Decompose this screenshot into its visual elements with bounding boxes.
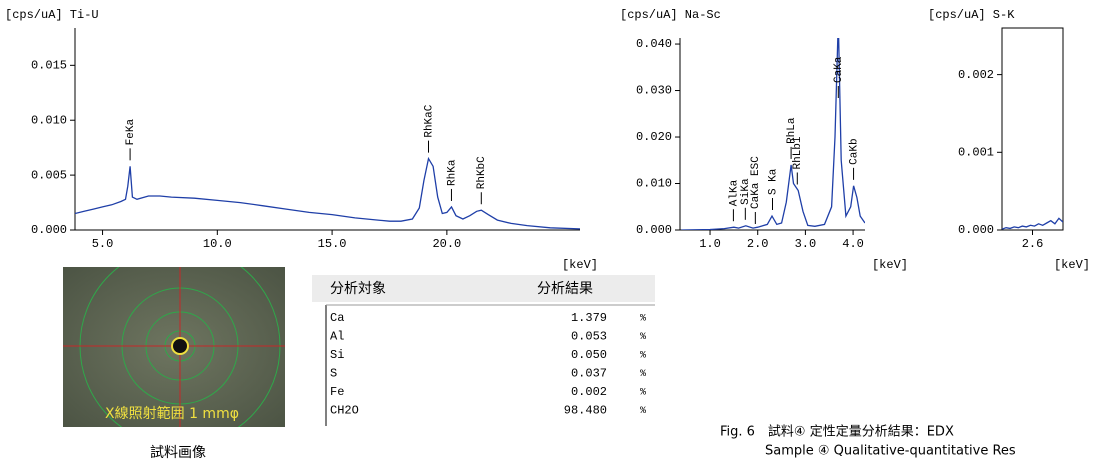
y-tick-label: 0.010: [31, 113, 67, 127]
x-tick-label: 15.0: [318, 237, 347, 251]
y-tick-label: 0.001: [958, 145, 994, 159]
peak-label: CaKa: [833, 56, 845, 83]
table-cell: %: [640, 314, 646, 325]
chart-title: [cps/uA] S-K: [928, 8, 1015, 22]
table-cell: Si: [330, 348, 344, 362]
y-tick-label: 0.000: [636, 223, 672, 237]
y-tick-label: 0.015: [31, 58, 67, 72]
table-cell: 98.480: [564, 404, 607, 418]
spectrum-line: [75, 156, 580, 230]
peak-label: RhKaC: [423, 104, 435, 137]
sample-photo: X線照射範囲 1 mmφ: [63, 267, 285, 427]
x-tick-label: 20.0: [432, 237, 461, 251]
result-table: 分析対象 分析結果 Ca 1.379 % Al 0.053 % Si 0.050 % S 0.037…: [312, 275, 655, 426]
x-tick-label: 3.0: [795, 237, 817, 251]
y-tick-label: 0.020: [636, 130, 672, 144]
table-cell: CH2O: [330, 404, 359, 418]
figure-caption: Fig. 6 試料④ 定性定量分析結果：EDX: [720, 424, 954, 440]
x-tick-label: 10.0: [203, 237, 232, 251]
plot-frame: [1001, 27, 1064, 231]
y-tick-label: 0.040: [636, 37, 672, 51]
x-axis-label: [keV]: [1054, 258, 1090, 272]
table-cell: %: [640, 406, 646, 417]
photo-caption: 試料画像: [150, 445, 206, 461]
peak-label: RhLa: [786, 117, 798, 144]
photo-label: X線照射範囲 1 mmφ: [105, 405, 239, 422]
y-tick-label: 0.005: [31, 168, 67, 182]
chart: [cps/uA] S-K [keV] 0.000 0.001 0.002 2.6: [928, 8, 1090, 272]
figure-caption: Sample ④ Qualitative-quantitative Res: [765, 444, 1016, 459]
beam-spot: [171, 337, 189, 355]
y-tick-label: 0.000: [958, 223, 994, 237]
peak-label: S Ka: [767, 168, 779, 195]
peak-label: CaKa ESC: [750, 156, 762, 209]
peak-label: RhKbC: [476, 156, 488, 189]
y-tick-label: 0.030: [636, 84, 672, 98]
peak-label: CaKb: [848, 138, 860, 164]
peak-label: RhKa: [446, 159, 458, 186]
table-cell: Al: [330, 330, 344, 344]
table-header: 分析結果: [537, 281, 593, 297]
chart: [cps/uA] Ti-U [keV] 0.000 0.005 0.010 0.015 5.…: [5, 8, 598, 272]
peak-label: SiKa: [740, 178, 752, 205]
x-axis-label: [keV]: [562, 258, 598, 272]
table-cell: 0.002: [571, 385, 607, 399]
table-cell: %: [640, 369, 646, 380]
spectrum-line: [681, 38, 865, 230]
table-cell: 0.053: [571, 330, 607, 344]
y-tick-label: 0.000: [31, 223, 67, 237]
spectrum-line: [1002, 217, 1063, 230]
x-tick-label: 2.0: [747, 237, 769, 251]
table-cell: 0.037: [571, 367, 607, 381]
table-header: 分析対象: [330, 281, 386, 297]
y-tick-label: 0.002: [958, 68, 994, 82]
table-cell: Ca: [330, 311, 344, 325]
x-tick-label: 4.0: [842, 237, 864, 251]
peak-label: AlKa: [728, 179, 740, 206]
x-axis-label: [keV]: [872, 258, 908, 272]
peak-label: FeKa: [125, 119, 137, 146]
table-cell: Fe: [330, 385, 344, 399]
table-cell: S: [330, 367, 337, 381]
x-tick-label: 2.6: [1022, 237, 1044, 251]
y-tick-label: 0.010: [636, 177, 672, 191]
peak-label: RhLb1: [792, 136, 804, 169]
chart-title: [cps/uA] Ti-U: [5, 8, 99, 22]
table-header-bg: [312, 275, 655, 302]
chart: [cps/uA] Na-Sc [keV] 0.000 0.010 0.020 0.030 0…: [620, 8, 908, 272]
table-cell: 1.379: [571, 311, 607, 325]
table-cell: %: [640, 388, 646, 399]
table-cell: %: [640, 332, 646, 343]
chart-title: [cps/uA] Na-Sc: [620, 8, 721, 22]
x-tick-label: 1.0: [699, 237, 721, 251]
table-cell: %: [640, 351, 646, 362]
table-cell: 0.050: [571, 348, 607, 362]
x-tick-label: 5.0: [92, 237, 114, 251]
